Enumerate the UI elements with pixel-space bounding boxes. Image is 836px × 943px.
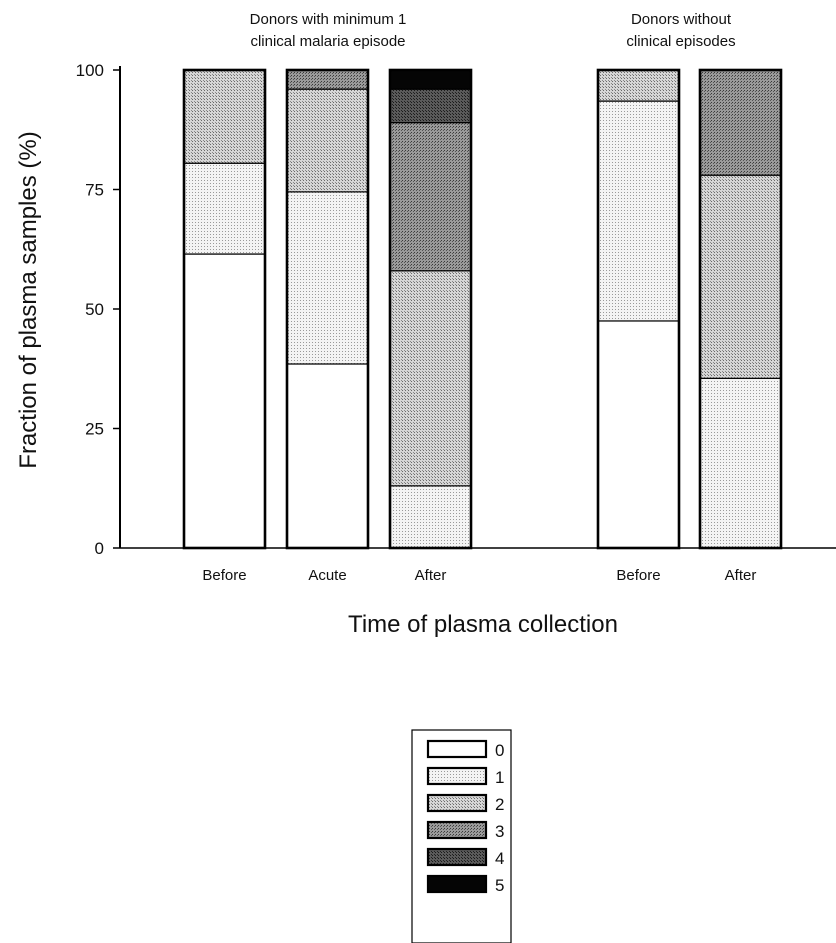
legend-item: 5 xyxy=(426,874,504,895)
bar-segment-1 xyxy=(597,100,680,322)
bar-segment-1 xyxy=(183,162,266,255)
group-title-line: clinical malaria episode xyxy=(250,33,405,50)
legend-item: 3 xyxy=(426,820,504,841)
bar-segment-2 xyxy=(389,270,472,487)
bar-segment-1 xyxy=(389,485,472,549)
bar-outline xyxy=(698,68,783,550)
y-tick-label: 25 xyxy=(85,420,104,439)
legend-swatch xyxy=(426,874,488,894)
legend-swatch xyxy=(426,820,488,840)
category-label: Acute xyxy=(308,567,346,584)
legend-label: 1 xyxy=(495,768,504,787)
y-tick-label: 0 xyxy=(95,539,104,558)
legend-swatch xyxy=(426,766,488,786)
y-ticks: 0 25 50 75 100 xyxy=(76,61,120,558)
legend-item: 1 xyxy=(426,766,504,787)
bar-before xyxy=(596,68,681,550)
bars xyxy=(182,68,783,550)
bar-segment-3 xyxy=(286,69,369,90)
legend-swatch xyxy=(426,793,488,813)
group-title-line: Donors without xyxy=(631,11,732,28)
category-label: Before xyxy=(616,567,660,584)
category-label: After xyxy=(725,567,757,584)
category-label: After xyxy=(415,567,447,584)
bar-segment-0 xyxy=(597,320,680,549)
legend-swatch xyxy=(426,739,488,759)
legend-label: 2 xyxy=(495,795,504,814)
legend-label: 5 xyxy=(495,876,504,895)
bar-outline xyxy=(182,68,267,550)
legend-label: 3 xyxy=(495,822,504,841)
group-title-line: Donors with minimum 1 xyxy=(250,11,407,28)
category-label: Before xyxy=(202,567,246,584)
bar-after xyxy=(698,68,783,550)
bar-outline xyxy=(388,68,473,550)
legend: 0 1 2 3 4 5 xyxy=(411,729,512,943)
bar-segment-2 xyxy=(183,69,266,164)
legend-label: 4 xyxy=(495,849,504,868)
bar-segment-2 xyxy=(286,88,369,193)
x-axis-title: Time of plasma collection xyxy=(348,611,618,638)
bar-segment-1 xyxy=(286,191,369,365)
y-tick-label: 100 xyxy=(76,61,104,80)
y-axis-title: Fraction of plasma samples (%) xyxy=(15,131,42,468)
group-titles: Donors with minimum 1 clinical malaria ep… xyxy=(250,11,736,50)
legend-item: 4 xyxy=(426,847,504,868)
legend-swatch xyxy=(426,847,488,867)
category-labels: Before Acute After Before After xyxy=(202,567,756,584)
bar-after xyxy=(388,68,473,550)
bar-segment-3 xyxy=(389,121,472,272)
bar-acute xyxy=(285,68,370,550)
bar-segment-2 xyxy=(597,69,680,102)
bar-segment-2 xyxy=(699,174,782,379)
legend-item: 2 xyxy=(426,793,504,814)
bar-outline xyxy=(596,68,681,550)
y-tick-label: 50 xyxy=(85,300,104,319)
legend-item: 0 xyxy=(426,739,504,760)
bar-outline xyxy=(285,68,370,550)
group-title-line: clinical episodes xyxy=(626,33,735,50)
bar-segment-0 xyxy=(183,253,266,549)
bar-segment-4 xyxy=(389,88,472,124)
legend-label: 0 xyxy=(495,741,504,760)
bar-segment-5 xyxy=(389,69,472,90)
bar-segment-1 xyxy=(699,377,782,549)
bar-segment-0 xyxy=(286,363,369,549)
bar-before xyxy=(182,68,267,550)
bar-segment-3 xyxy=(699,69,782,176)
y-tick-label: 75 xyxy=(85,181,104,200)
